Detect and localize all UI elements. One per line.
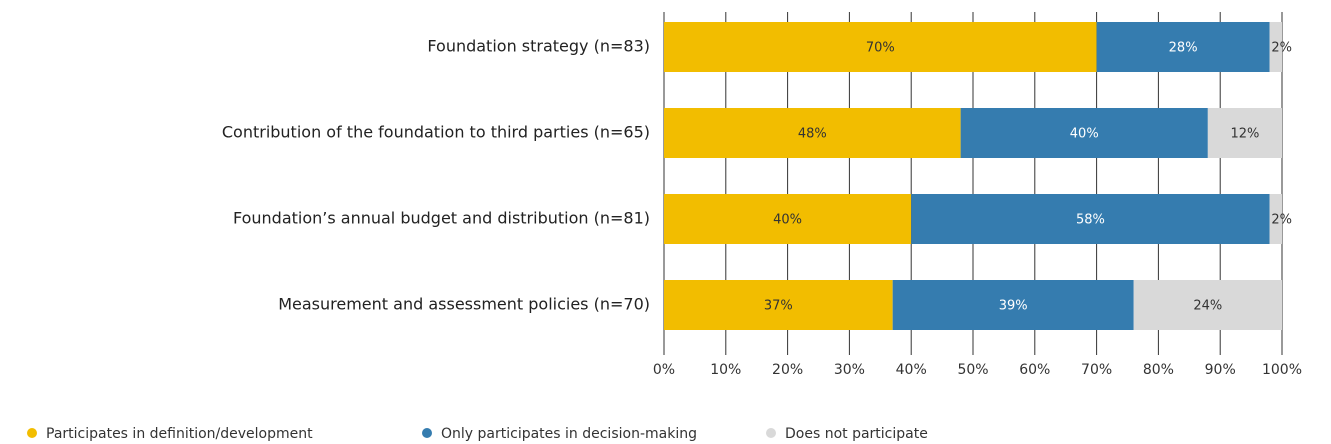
x-tick-label: 60%	[1019, 362, 1050, 378]
legend-marker	[422, 428, 432, 438]
value-label: 40%	[773, 213, 802, 228]
value-label: 48%	[798, 127, 827, 142]
value-label: 39%	[999, 299, 1028, 314]
category-label: Foundation strategy (n=83)	[427, 37, 650, 56]
value-label: 2%	[1271, 41, 1292, 56]
value-label: 37%	[764, 299, 793, 314]
bar-segment	[664, 194, 912, 244]
legend-label: Participates in definition/development	[46, 426, 313, 442]
value-label: 2%	[1271, 213, 1292, 228]
legend-label: Does not participate	[785, 426, 928, 442]
value-label: 70%	[866, 41, 895, 56]
bar-segment	[892, 280, 1134, 330]
x-tick-label: 30%	[834, 362, 865, 378]
value-label: 28%	[1169, 41, 1198, 56]
legend-marker	[27, 428, 37, 438]
x-tick-label: 0%	[653, 362, 675, 378]
value-label: 12%	[1230, 127, 1259, 142]
bar-segment	[664, 280, 893, 330]
legend-label: Only participates in decision-making	[441, 426, 697, 442]
x-tick-label: 20%	[772, 362, 803, 378]
bar-segment	[911, 194, 1270, 244]
bar-segment	[664, 22, 1097, 72]
value-label: 58%	[1076, 213, 1105, 228]
x-tick-label: 80%	[1143, 362, 1174, 378]
legend-marker	[766, 428, 776, 438]
x-tick-label: 10%	[710, 362, 741, 378]
bar-segment	[1133, 280, 1282, 330]
x-tick-label: 100%	[1262, 362, 1302, 378]
category-label: Contribution of the foundation to third …	[222, 123, 650, 142]
value-label: 40%	[1070, 127, 1099, 142]
bar-segment	[960, 108, 1208, 158]
x-tick-label: 40%	[896, 362, 927, 378]
x-tick-label: 90%	[1205, 362, 1236, 378]
bar-segment	[1207, 108, 1282, 158]
bar-segment	[1096, 22, 1270, 72]
category-label: Foundation’s annual budget and distribut…	[233, 209, 650, 228]
category-label: Measurement and assessment policies (n=7…	[278, 295, 650, 314]
bar-segment	[1269, 22, 1282, 72]
x-tick-label: 70%	[1081, 362, 1112, 378]
bar-segment	[664, 108, 961, 158]
bar-segment	[1269, 194, 1282, 244]
value-label: 24%	[1193, 299, 1222, 314]
x-tick-label: 50%	[957, 362, 988, 378]
